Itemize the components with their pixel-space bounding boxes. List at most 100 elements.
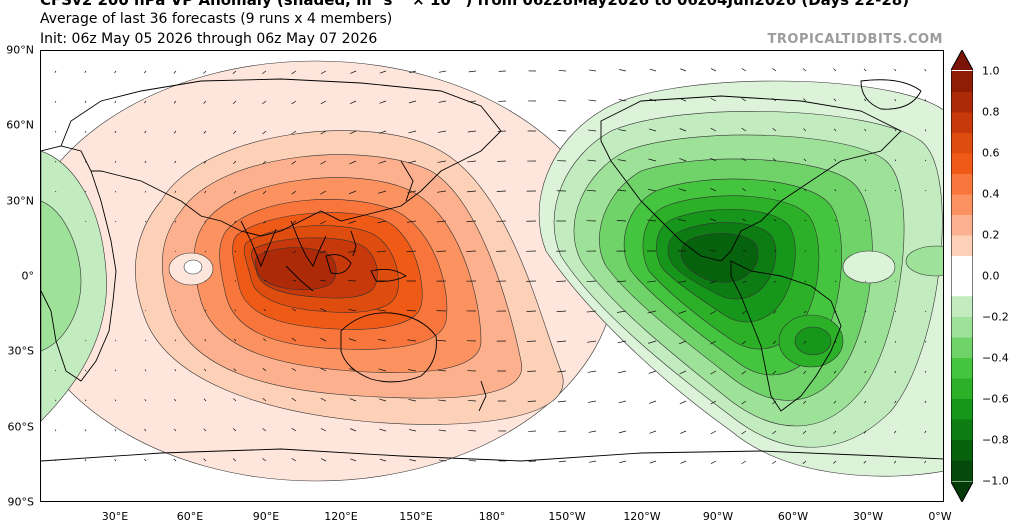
wind-vector bbox=[894, 340, 897, 343]
wind-vector bbox=[233, 338, 237, 342]
wind-vector bbox=[804, 219, 807, 222]
wind-vector bbox=[233, 398, 237, 402]
wind-vector bbox=[407, 190, 417, 194]
wind-vector bbox=[677, 280, 687, 284]
wind-vector bbox=[379, 428, 387, 432]
wind-vector bbox=[804, 310, 807, 314]
wind-vector bbox=[203, 160, 207, 164]
colorbar-band-neg-3 bbox=[951, 317, 973, 338]
wind-vector bbox=[378, 368, 387, 372]
wind-vector bbox=[143, 70, 147, 74]
wind-vector bbox=[863, 400, 867, 404]
wind-vector bbox=[617, 159, 627, 162]
wind-vector bbox=[233, 368, 237, 372]
wind-vector bbox=[864, 128, 867, 132]
lat-label-30n: 30°N bbox=[6, 194, 34, 208]
wind-vector bbox=[262, 70, 267, 75]
wind-vector bbox=[680, 68, 687, 72]
wind-vector bbox=[647, 219, 657, 222]
wind-vector bbox=[438, 459, 447, 462]
wind-vector bbox=[649, 460, 657, 464]
wind-vector bbox=[84, 100, 87, 103]
wind-vector bbox=[586, 280, 597, 283]
wind-vector bbox=[772, 430, 777, 435]
wind-vector bbox=[587, 370, 597, 373]
colorbar-band-pos-2 bbox=[951, 235, 973, 256]
map-svg bbox=[41, 51, 943, 501]
wind-vector bbox=[710, 68, 717, 72]
wind-vector bbox=[54, 70, 57, 73]
wind-vector bbox=[803, 158, 807, 162]
colorbar-band-pos-4 bbox=[951, 194, 973, 215]
wind-vector bbox=[802, 98, 807, 102]
wind-vector bbox=[291, 70, 297, 75]
wind-vector bbox=[262, 190, 267, 195]
wind-vector bbox=[864, 370, 867, 374]
wind-vector bbox=[320, 100, 327, 105]
wind-vector bbox=[924, 460, 927, 464]
wind-vector bbox=[234, 250, 237, 253]
wind-vector bbox=[466, 220, 477, 223]
colorbar-tick-neg-0-2: −0.2 bbox=[982, 310, 1009, 324]
wind-vector bbox=[320, 70, 327, 74]
wind-vector bbox=[262, 100, 267, 105]
wind-vector bbox=[173, 428, 177, 432]
coast-greenland bbox=[860, 79, 922, 110]
colorbar-band-neg-7 bbox=[951, 399, 973, 420]
wind-vector bbox=[558, 70, 567, 72]
wind-vector bbox=[680, 430, 687, 434]
wind-vector bbox=[84, 70, 87, 74]
coast-borneo bbox=[325, 254, 352, 274]
wind-vector bbox=[173, 458, 177, 462]
wind-vector bbox=[894, 310, 897, 313]
wind-vector bbox=[772, 460, 777, 465]
lat-label-30s: 30°S bbox=[7, 344, 34, 358]
wind-vector bbox=[924, 159, 927, 162]
colorbar-band-pos-9 bbox=[951, 91, 973, 113]
wind-vector bbox=[587, 159, 597, 162]
wind-vector bbox=[84, 130, 87, 133]
wind-vector bbox=[587, 340, 597, 343]
wind-vector bbox=[833, 400, 837, 404]
colorbar bbox=[951, 50, 973, 502]
wind-vector bbox=[833, 430, 837, 434]
wind-vector bbox=[292, 279, 297, 282]
wind-vector bbox=[350, 70, 357, 74]
lon-label-0w: 0°W bbox=[928, 510, 952, 523]
wind-vector bbox=[263, 220, 267, 224]
colorbar-band-pos-7 bbox=[951, 132, 973, 154]
lat-label-90n: 90°N bbox=[6, 43, 34, 57]
wind-vector bbox=[320, 190, 327, 195]
wind-vector bbox=[468, 70, 477, 73]
wind-vector bbox=[924, 400, 927, 404]
wind-vector bbox=[586, 310, 597, 313]
wind-vector bbox=[437, 369, 447, 372]
wind-vector bbox=[54, 100, 57, 103]
wind-vector bbox=[619, 460, 627, 464]
coast-new-guinea bbox=[370, 268, 407, 282]
wind-vector bbox=[174, 309, 177, 312]
wind-vector bbox=[292, 250, 297, 254]
wind-vector bbox=[588, 400, 597, 403]
wind-vector bbox=[679, 370, 687, 375]
wind-vector bbox=[467, 400, 477, 402]
wind-vector bbox=[924, 69, 927, 72]
wind-vector bbox=[144, 399, 147, 402]
wind-vector bbox=[741, 340, 747, 345]
wind-vector bbox=[409, 459, 417, 462]
wind-vector bbox=[233, 190, 237, 194]
wind-vector bbox=[833, 68, 837, 72]
wind-vector bbox=[864, 310, 867, 313]
lon-label-180: 180° bbox=[478, 510, 506, 523]
wind-vector bbox=[203, 130, 207, 134]
wind-vector bbox=[437, 339, 447, 342]
wind-vector bbox=[204, 339, 207, 342]
wind-vector bbox=[619, 69, 627, 72]
wind-vector bbox=[144, 100, 147, 104]
wind-vector bbox=[467, 130, 477, 133]
wind-vector bbox=[678, 188, 687, 192]
wind-vector bbox=[174, 160, 177, 164]
wind-vector bbox=[144, 458, 147, 462]
wind-vector bbox=[803, 370, 807, 374]
wind-vector bbox=[680, 460, 687, 464]
